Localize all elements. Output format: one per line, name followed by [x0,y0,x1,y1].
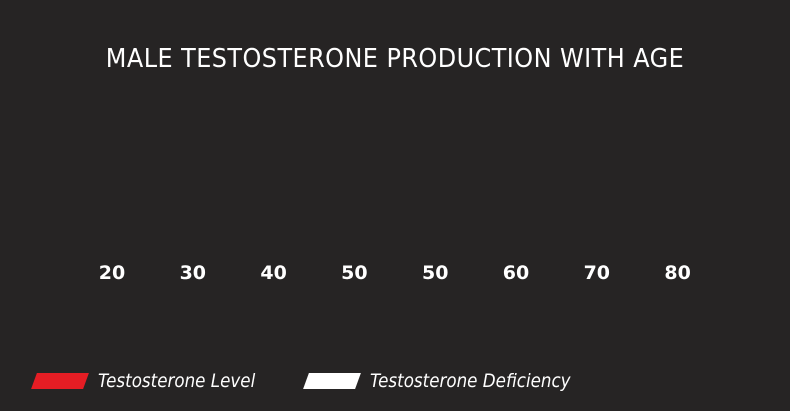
age-label-6: 60 [503,262,529,284]
deficiency-fill-4 [334,125,375,249]
legend-item-level: Testosterone Level [31,366,277,396]
level-fill-2 [172,141,213,249]
figure-5 [415,125,456,249]
age-label-4: 50 [341,262,367,284]
deficiency-fill-2 [172,125,213,249]
chart-title: MALE TESTOSTERONE PRODUCTION WITH AGE [105,44,685,74]
age-label-5: 50 [422,262,448,284]
figure-1 [92,125,132,249]
level-fill-6 [496,203,536,249]
level-fill-3 [253,154,294,249]
legend-label-level: Testosterone Level [98,370,256,392]
age-label-3: 40 [260,262,286,284]
level-fill-8 [657,234,698,249]
legend-swatch-deficiency [303,373,361,389]
deficiency-fill-3 [253,125,294,249]
legend-label-deficiency: Testosterone Deficiency [370,370,571,392]
figure-3 [253,125,294,249]
deficiency-fill-8 [657,125,698,249]
figure-8 [657,125,698,249]
age-label-1: 20 [99,262,125,284]
deficiency-fill-6 [496,125,536,249]
level-fill-7 [576,218,617,249]
figure-4 [334,125,375,249]
level-fill-4 [334,173,375,249]
level-fill-1 [92,125,132,249]
figure-7 [576,125,617,249]
legend-item-deficiency: Testosterone Deficiency [303,366,598,396]
deficiency-fill-1 [92,125,132,249]
figure-2 [172,125,213,249]
age-label-8: 80 [664,262,690,284]
figure-6 [496,125,536,249]
legend-swatch-level [31,373,89,389]
deficiency-fill-5 [415,125,456,249]
deficiency-fill-7 [576,125,617,249]
age-label-2: 30 [180,262,206,284]
age-label-7: 70 [584,262,610,284]
level-fill-5 [415,187,456,249]
